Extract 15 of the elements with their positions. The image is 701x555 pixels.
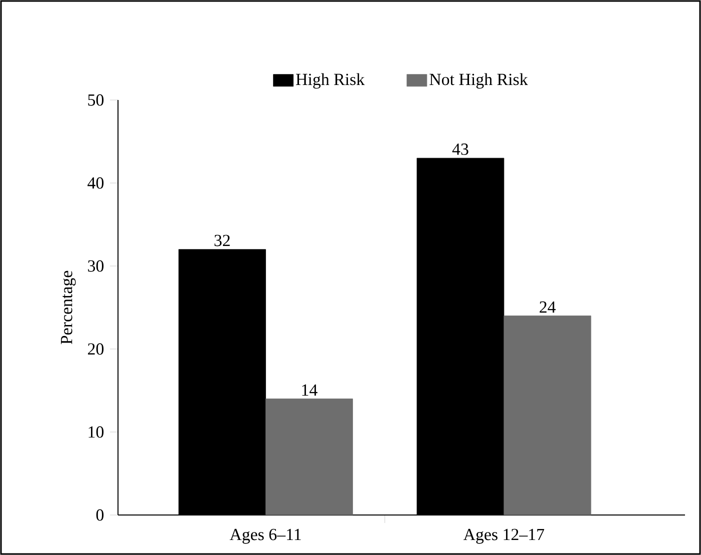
data-label: 32 [214,234,230,246]
y-tick-label: 20 [88,343,104,355]
y-tick-label: 30 [88,260,104,272]
y-tick-label: 40 [88,177,104,189]
x-tick-label: Ages 6–11 [230,528,301,544]
y-tick-label: 0 [96,509,104,521]
y-tick-label: 10 [88,426,104,438]
data-label: 24 [540,301,556,313]
y-axis-title: Percentage [60,270,76,344]
legend-label: Not High Risk [430,73,528,89]
legend-label: High Risk [296,73,365,89]
data-label: 14 [302,384,318,396]
x-tick-label: Ages 12–17 [463,528,544,544]
y-tick-label: 50 [88,94,104,106]
data-label: 43 [452,144,468,155]
